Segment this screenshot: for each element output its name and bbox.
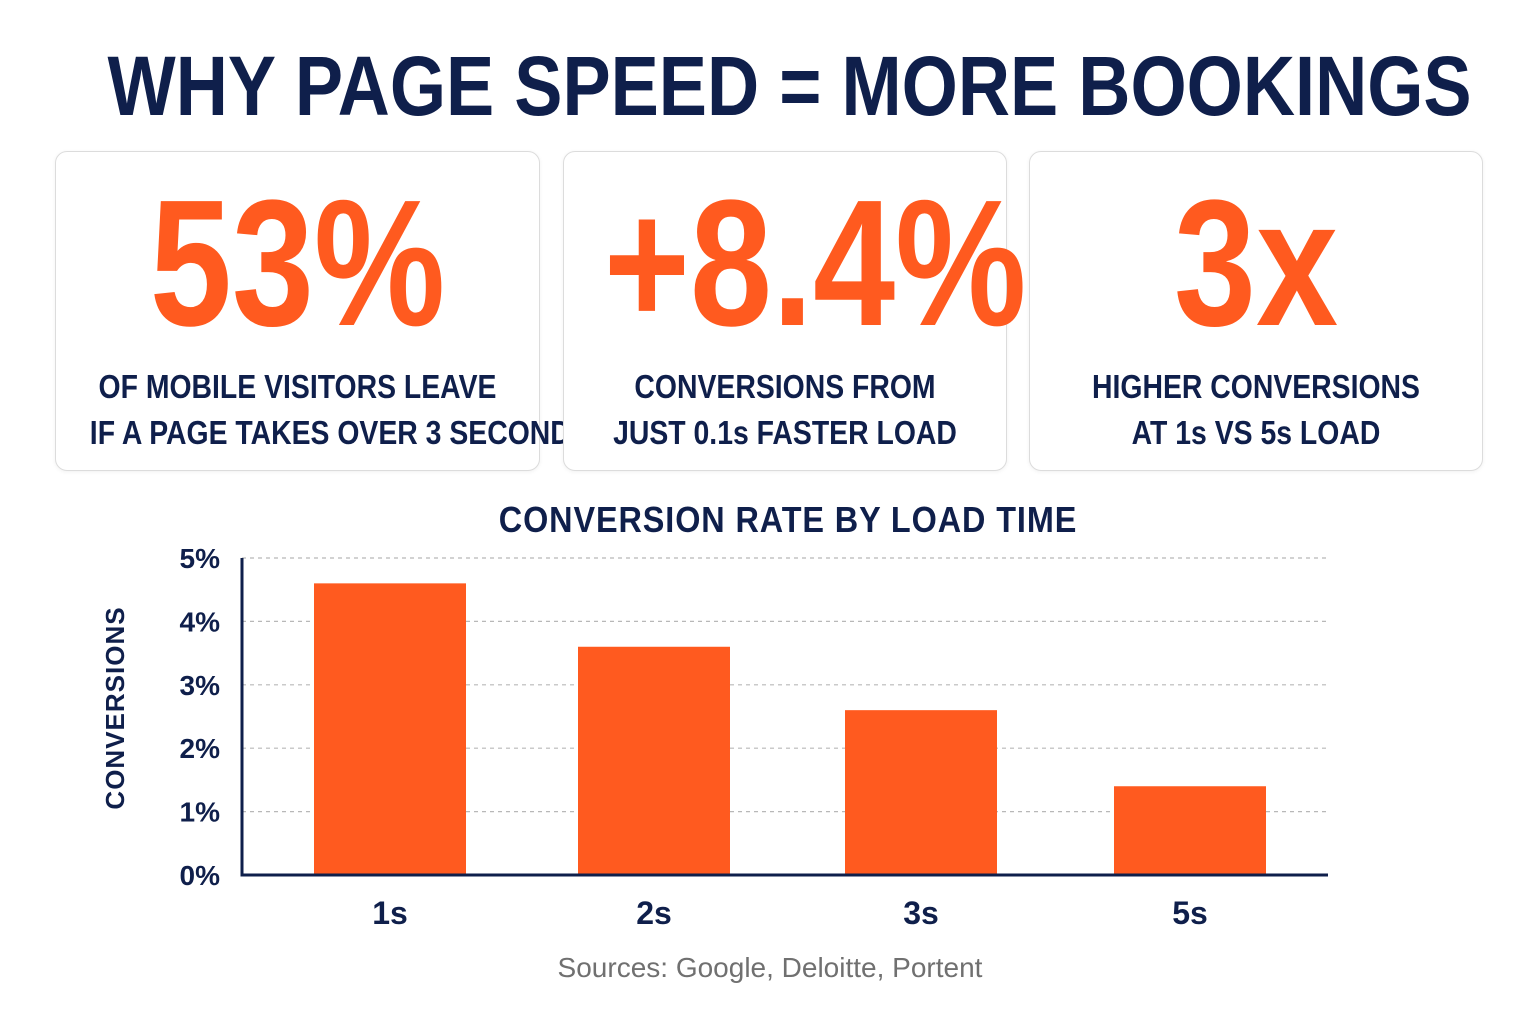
stat-value: 3x xyxy=(1173,163,1339,364)
y-tick-label: 2% xyxy=(180,733,221,764)
y-tick-label: 0% xyxy=(180,860,221,891)
stat-description-line: JUST 0.1s FASTER LOAD xyxy=(613,414,957,451)
chart-title: CONVERSION RATE BY LOAD TIME xyxy=(498,499,1078,540)
stat-card-mobile-abandon: 53% OF MOBILE VISITORS LEAVE IF A PAGE T… xyxy=(55,151,590,471)
x-tick-label: 1s xyxy=(372,895,408,931)
bar xyxy=(578,646,730,875)
page-title: WHY PAGE SPEED = MORE BOOKINGS xyxy=(107,39,1472,133)
sources-note: Sources: Google, Deloitte, Portent xyxy=(557,952,983,983)
x-tick-label: 5s xyxy=(1172,895,1208,931)
stat-description-line: AT 1s VS 5s LOAD xyxy=(1131,414,1381,451)
stat-card-conversion-lift: +8.4% CONVERSIONS FROM JUST 0.1s FASTER … xyxy=(563,151,1027,471)
x-tick-label: 2s xyxy=(636,895,672,931)
y-tick-label: 5% xyxy=(180,543,221,574)
bar xyxy=(845,710,997,875)
y-tick-label: 4% xyxy=(180,606,221,637)
stat-description: CONVERSIONS FROM JUST 0.1s FASTER LOAD xyxy=(595,364,975,456)
stat-value: 53% xyxy=(149,163,446,364)
bar xyxy=(314,583,466,875)
bar xyxy=(1114,786,1266,875)
y-tick-label: 1% xyxy=(180,797,221,828)
stat-description-line: OF MOBILE VISITORS LEAVE xyxy=(98,368,497,405)
y-tick-label: 3% xyxy=(180,670,221,701)
stat-value: +8.4% xyxy=(603,163,1027,364)
x-tick-label: 3s xyxy=(903,895,939,931)
stat-card-conversion-multiplier: 3x HIGHER CONVERSIONS AT 1s VS 5s LOAD xyxy=(1029,151,1483,471)
stat-description-line: CONVERSIONS FROM xyxy=(634,368,936,405)
stat-description-line: HIGHER CONVERSIONS xyxy=(1091,368,1420,405)
y-axis-label: CONVERSIONS xyxy=(100,606,130,809)
stat-description: HIGHER CONVERSIONS AT 1s VS 5s LOAD xyxy=(1062,364,1451,456)
